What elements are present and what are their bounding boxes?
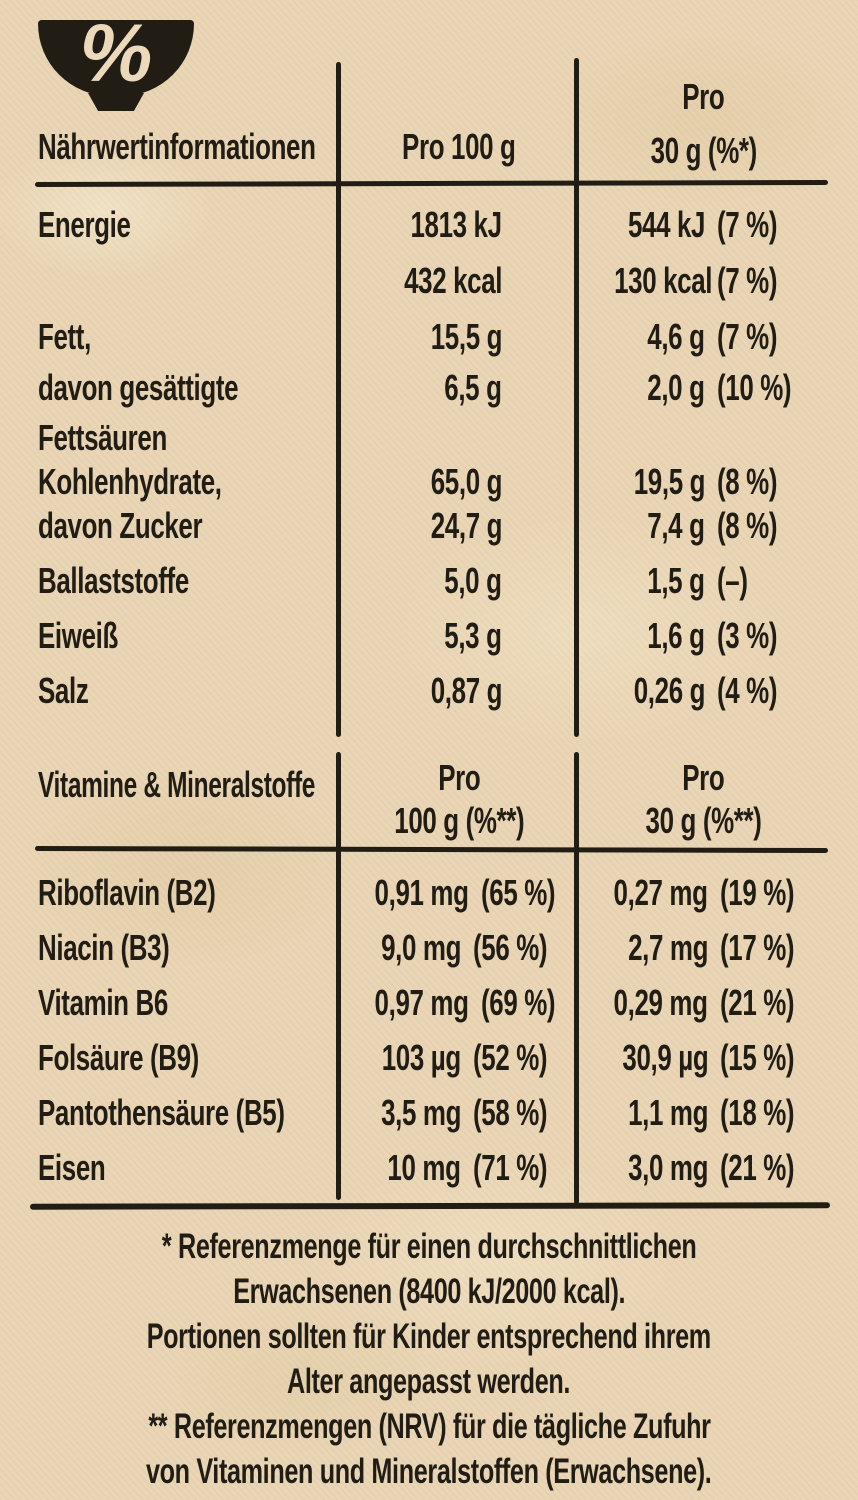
- bowl-shape: %: [38, 8, 194, 99]
- table-row: Fett, 15,5 g 4,6 g (7 %): [35, 309, 828, 365]
- table-row: Eisen 10 mg (71 %) 3,0 mg (21 %): [35, 1140, 828, 1195]
- per100g-value: 10 mg (71 %): [387, 1146, 548, 1188]
- per100g-value: 9,0 mg (56 %): [381, 926, 548, 968]
- per30g-value: 30,9 µg (15 %): [622, 1036, 795, 1078]
- per30g-value: 1,5 g (–): [647, 559, 748, 601]
- vitamin-label: Riboflavin (B2): [38, 871, 216, 913]
- macronutrient-table: Energie 1813 kJ 544 kJ (7 %) 432 kcal 130…: [35, 197, 828, 718]
- per30g-value: 1,6 g (3 %): [647, 614, 778, 656]
- per30g-value: 2,0 g (10 %): [647, 367, 792, 408]
- nutrient-label: Fett,: [38, 316, 91, 357]
- vitamins-header-rule: [34, 845, 829, 854]
- footnote-line: Alter angepasst werden.: [287, 1362, 571, 1401]
- table-row: Energie 1813 kJ 544 kJ (7 %): [35, 197, 828, 253]
- vitamin-label: Pantothensäure (B5): [38, 1091, 285, 1133]
- header-rule: [34, 179, 829, 188]
- table-row: Vitamin B6 0,97 mg (69 %) 0,29 mg (21 %): [35, 975, 828, 1030]
- vitamin-label: Eisen: [38, 1146, 106, 1188]
- table-row: Folsäure (B9) 103 µg (52 %) 30,9 µg (15 %): [35, 1030, 828, 1085]
- footnote-line: * Referenzmenge für einen durchschnittli…: [161, 1227, 697, 1266]
- per100g-value: [338, 417, 576, 459]
- section2-title: Vitamine & Mineralstoffe: [38, 764, 316, 805]
- percent-bowl-icon: %: [38, 8, 194, 116]
- nutrient-label: davon Zucker: [38, 504, 203, 546]
- table-row: Salz 0,87 g 0,26 g (4 %): [35, 663, 828, 718]
- per100g-value: 0,97 mg (69 %): [374, 981, 556, 1023]
- per100g-value: 5,3 g: [444, 614, 503, 656]
- per30g-value: 130 kcal (7 %): [614, 260, 778, 301]
- per30g-value: 0,27 mg (19 %): [613, 871, 795, 913]
- table-row: 432 kcal 130 kcal (7 %): [35, 253, 828, 309]
- table-bottom-rule: [29, 1202, 831, 1210]
- footnote-line: Portionen sollten für Kinder entsprechen…: [146, 1317, 712, 1356]
- nutrient-label: Energie: [38, 204, 131, 245]
- vitamins-per30g-column-header: Pro 30 g (%**): [645, 757, 762, 841]
- per30g-value: 1,1 mg (18 %): [628, 1091, 795, 1133]
- footnote-line: ** Referenzmengen (NRV) für die tägliche…: [147, 1407, 711, 1446]
- per100g-value: 0,87 g: [430, 669, 503, 711]
- per100g-value: 432 kcal: [403, 260, 502, 301]
- per100g-column-header: Pro 100 g: [402, 126, 516, 167]
- per30g-value: 0,26 g (4 %): [633, 669, 778, 711]
- vitamins-per100g-column-header: Pro 100 g (%**): [393, 757, 525, 841]
- footnote-line: Erwachsenen (8400 kJ/2000 kcal).: [233, 1272, 625, 1311]
- per30g-value: 7,4 g (8 %): [647, 504, 778, 546]
- footnotes: * Referenzmenge für einen durchschnittli…: [0, 1224, 858, 1494]
- nutrient-label: Salz: [38, 669, 89, 711]
- column-divider-2: [574, 58, 579, 737]
- per100g-value: 6,5 g: [444, 367, 503, 408]
- per30g-value: 0,29 mg (21 %): [613, 981, 795, 1023]
- table-row: davon gesättigte 6,5 g 2,0 g (10 %): [35, 365, 828, 411]
- nutrient-label: Kohlenhydrate,: [38, 460, 222, 502]
- per100g-value: 103 µg (52 %): [381, 1036, 548, 1078]
- table-row: Niacin (B3) 9,0 mg (56 %) 2,7 mg (17 %): [35, 920, 828, 975]
- table-row: Ballaststoffe 5,0 g 1,5 g (–): [35, 553, 828, 608]
- per100g-value: 3,5 mg (58 %): [381, 1091, 548, 1133]
- per30g-value: 544 kJ (7 %): [627, 204, 778, 245]
- percent-glyph: %: [79, 8, 153, 99]
- nutrient-label: Fettsäuren: [38, 417, 167, 458]
- nutrient-label: Ballaststoffe: [38, 559, 189, 601]
- per30g-value: 19,5 g (8 %): [633, 460, 778, 502]
- table-row: Pantothensäure (B5) 3,5 mg (58 %) 1,1 mg(…: [35, 1085, 828, 1140]
- per100g-value: 65,0 g: [430, 460, 503, 502]
- footnote-line: von Vitaminen und Mineralstoffen (Erwach…: [146, 1452, 712, 1491]
- vitamin-label: Folsäure (B9): [38, 1036, 199, 1078]
- per100g-value: 0,91 mg (65 %): [374, 871, 556, 913]
- table-row: Riboflavin (B2) 0,91 mg (65 %) 0,27 mg (19…: [35, 865, 828, 920]
- table-row: Kohlenhydrate, 65,0 g 19,5 g (8 %): [35, 461, 828, 502]
- per100g-value: 5,0 g: [444, 559, 503, 601]
- column-divider-1: [336, 62, 341, 737]
- nutrient-label: [35, 260, 338, 302]
- column-divider-4: [574, 752, 579, 1204]
- per30g-value: 3,0 mg (21 %): [628, 1146, 795, 1188]
- per100g-value: 24,7 g: [430, 504, 503, 546]
- section1-title: Nährwertinformationen: [38, 126, 316, 167]
- per100g-value: 1813 kJ: [410, 204, 503, 245]
- per30g-value: [576, 417, 828, 459]
- vitamins-table: Riboflavin (B2) 0,91 mg (65 %) 0,27 mg (19…: [35, 865, 828, 1195]
- vitamin-label: Vitamin B6: [38, 981, 168, 1023]
- table-row: davon Zucker 24,7 g 7,4 g (8 %): [35, 498, 828, 553]
- per100g-value: 15,5 g: [430, 316, 503, 357]
- column-divider-3: [336, 752, 341, 1200]
- table-row: Eiweiß 5,3 g 1,6 g (3 %): [35, 608, 828, 663]
- table-row: Fettsäuren: [35, 411, 828, 465]
- per30g-column-header: Pro 30 g (%*): [650, 76, 757, 171]
- nutrient-label: Eiweiß: [38, 614, 118, 656]
- bowl-foot: [88, 93, 144, 111]
- nutrient-label: davon gesättigte: [38, 367, 239, 408]
- per30g-value: 2,7 mg (17 %): [628, 926, 795, 968]
- vitamin-label: Niacin (B3): [38, 926, 170, 968]
- per30g-value: 4,6 g (7 %): [647, 316, 778, 357]
